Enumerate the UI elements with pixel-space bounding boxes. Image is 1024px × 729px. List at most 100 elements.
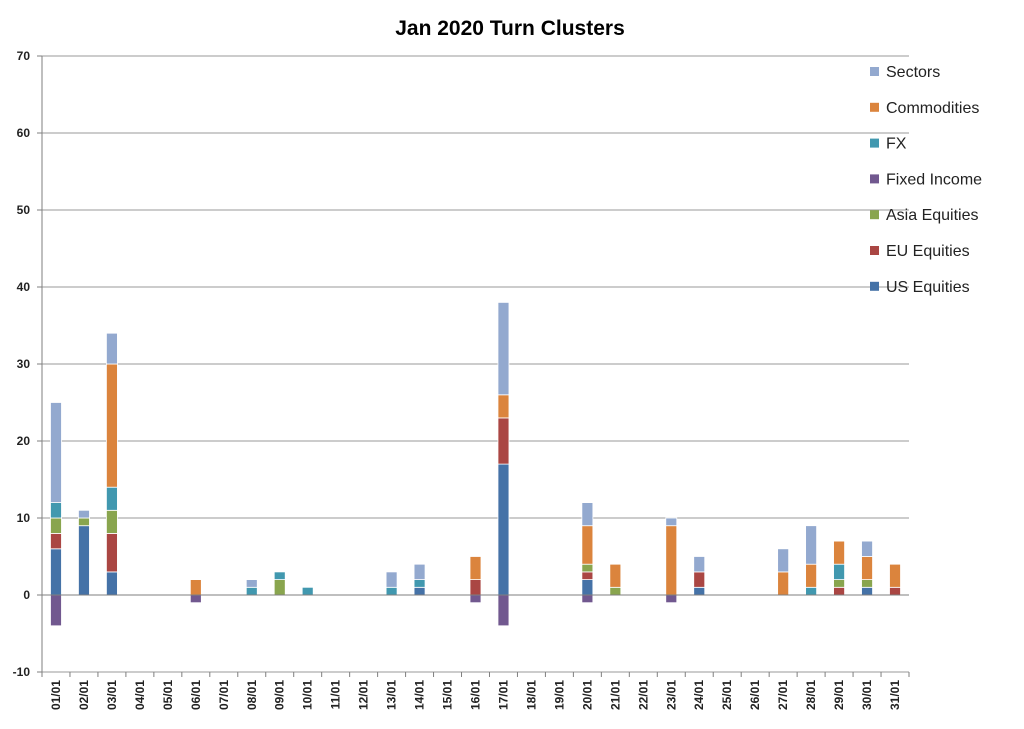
legend-label: Commodities <box>886 100 979 117</box>
bar-segment <box>777 571 790 596</box>
bar-segment <box>78 525 90 596</box>
x-tick-label: 29/01 <box>832 680 846 710</box>
bar-segment <box>106 533 118 573</box>
x-tick-label: 27/01 <box>776 680 790 710</box>
bar-segment <box>245 586 258 596</box>
bar-segment <box>301 586 314 596</box>
bar-segment <box>189 594 202 604</box>
x-tick-label: 26/01 <box>748 680 762 710</box>
bar-segment <box>106 363 118 488</box>
legend-label: Sectors <box>886 64 940 81</box>
chart-title: Jan 2020 Turn Clusters <box>395 17 625 40</box>
legend-swatch <box>870 281 879 291</box>
bar-segment <box>50 402 62 503</box>
bar-segment <box>861 586 873 596</box>
bar-segment <box>50 548 62 596</box>
bar-segment <box>861 556 873 581</box>
x-tick-label: 25/01 <box>720 680 734 710</box>
bar-segment <box>497 417 510 465</box>
x-tick-label: 03/01 <box>105 680 119 710</box>
bar-segment <box>497 594 510 627</box>
legend-label: FX <box>886 136 907 153</box>
x-tick-label: 20/01 <box>580 680 594 710</box>
legend-swatch <box>870 67 879 76</box>
bar-segment <box>189 579 202 596</box>
bar-segment <box>693 556 706 573</box>
x-tick-label: 18/01 <box>524 680 538 710</box>
bar-segment <box>777 548 790 573</box>
bar-segment <box>581 594 594 604</box>
x-tick-label: 28/01 <box>804 680 818 710</box>
x-tick-label: 09/01 <box>273 680 287 710</box>
x-tick-label: 15/01 <box>441 680 455 710</box>
bar-segment <box>581 502 594 527</box>
legend-label: EU Equities <box>886 243 970 260</box>
bar-segment <box>581 579 594 596</box>
bar-segment <box>106 571 118 596</box>
legend-label: Asia Equities <box>886 207 979 224</box>
x-tick-label: 13/01 <box>385 680 399 710</box>
bar-segment <box>581 571 594 581</box>
bar-segment <box>78 517 90 527</box>
bar-segment <box>469 594 482 604</box>
bar-segment <box>50 517 62 534</box>
x-tick-label: 08/01 <box>245 680 259 710</box>
x-tick-label: 02/01 <box>77 680 91 710</box>
bars <box>50 301 901 627</box>
y-tick-label: 60 <box>17 126 31 140</box>
legend-swatch <box>870 210 879 220</box>
y-tick-label: 20 <box>17 434 31 448</box>
bar-segment <box>245 579 258 588</box>
bar-segment <box>581 525 594 565</box>
x-tick-label: 06/01 <box>189 680 203 710</box>
bar-segment <box>833 563 845 581</box>
bar-segment <box>861 579 873 588</box>
bar-segment <box>413 579 426 588</box>
y-tick-label: 10 <box>17 511 31 525</box>
bar-segment <box>833 540 845 565</box>
bar-segment <box>665 517 678 527</box>
bar-segment <box>273 579 286 596</box>
bar-segment <box>833 586 845 596</box>
bar-segment <box>889 586 901 596</box>
x-axis-ticks: 01/01 02/01 03/01 04/01 05/01 06/01 07/01 08/01… <box>49 680 902 710</box>
legend: Sectors Commodities FX Fixed Income Asia Equ… <box>870 64 982 296</box>
bar-segment <box>413 586 426 596</box>
legend-label: US Equities <box>886 279 970 296</box>
bar-segment <box>385 586 398 596</box>
x-tick-label: 10/01 <box>301 680 315 710</box>
bar-segment <box>497 394 510 419</box>
x-tick-label: 12/01 <box>357 680 371 710</box>
x-tick-label: 30/01 <box>860 680 874 710</box>
x-tick-label: 07/01 <box>217 680 231 710</box>
bar-segment <box>273 571 286 581</box>
legend-swatch <box>870 174 879 184</box>
legend-label: Fixed Income <box>886 171 982 188</box>
legend-swatch <box>870 138 879 148</box>
x-tick-label: 01/01 <box>49 680 63 710</box>
x-tick-label: 16/01 <box>469 680 483 710</box>
bar-segment <box>833 579 845 588</box>
bar-segment <box>665 525 678 596</box>
x-tick-label: 31/01 <box>888 680 902 710</box>
x-tick-label: 19/01 <box>552 680 566 710</box>
x-tick-label: 04/01 <box>133 680 147 710</box>
bar-segment <box>693 571 706 588</box>
x-tick-label: 11/01 <box>329 680 343 710</box>
legend-swatch <box>870 102 879 112</box>
y-tick-label: 70 <box>17 49 31 63</box>
bar-segment <box>805 525 818 565</box>
bar-segment <box>385 571 398 588</box>
bar-segment <box>609 586 622 596</box>
axes <box>37 55 910 677</box>
bar-segment <box>469 556 482 581</box>
bar-segment <box>889 563 901 588</box>
x-tick-label: 21/01 <box>608 680 622 710</box>
x-tick-label: 23/01 <box>664 680 678 710</box>
bar-segment <box>497 463 510 596</box>
bar-segment <box>50 594 62 627</box>
bar-segment <box>469 579 482 596</box>
bar-segment <box>106 509 118 534</box>
legend-swatch <box>870 246 879 255</box>
